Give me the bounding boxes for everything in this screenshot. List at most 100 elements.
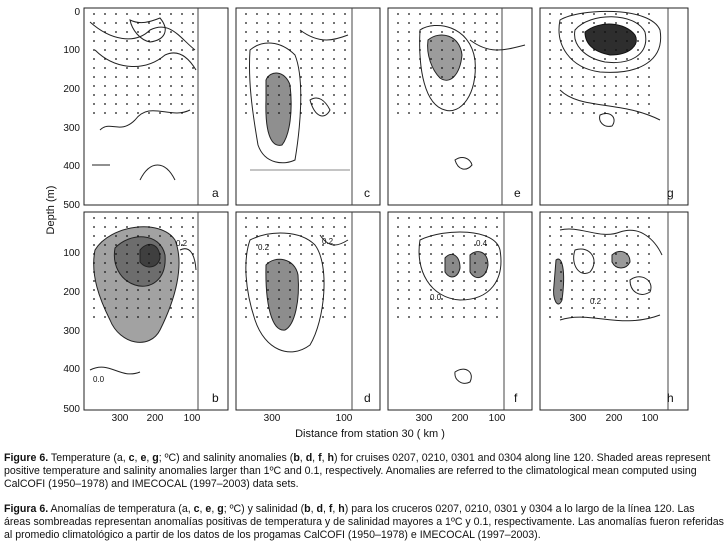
sampling-dot [256,94,258,96]
sampling-dot [170,289,172,291]
contour-value-label: 0.2 [176,239,188,248]
sampling-dot [170,103,172,105]
sampling-dot [571,40,573,42]
sampling-dot [245,271,247,273]
sampling-dot [463,112,465,114]
sampling-dot [430,31,432,33]
panel-label-d: d [364,391,371,405]
sampling-dot [648,307,650,309]
sampling-dot [137,253,139,255]
sampling-dot [397,67,399,69]
sampling-dot [582,58,584,60]
sampling-dot [148,85,150,87]
sampling-dot [615,76,617,78]
y-tick-200-top: 200 [63,84,80,95]
sampling-dot [648,76,650,78]
caption-text: , [321,452,328,464]
sampling-dot [322,112,324,114]
sampling-dot [496,103,498,105]
sampling-dot [245,262,247,264]
sampling-dot [115,22,117,24]
sampling-dot [245,253,247,255]
sampling-dot [137,271,139,273]
contour-line [139,164,176,181]
sampling-dot [604,22,606,24]
sampling-dot [560,40,562,42]
sampling-dot [148,40,150,42]
sampling-dot [148,112,150,114]
sampling-dot [322,280,324,282]
sampling-dot [560,217,562,219]
sampling-dot [170,280,172,282]
sampling-dot [593,85,595,87]
sampling-dot [256,103,258,105]
sampling-dot [126,76,128,78]
sampling-dot [485,103,487,105]
sampling-dot [137,58,139,60]
sampling-dot [115,262,117,264]
sampling-dot [474,316,476,318]
sampling-dot [311,307,313,309]
sampling-dot [496,217,498,219]
sampling-dot [170,40,172,42]
sampling-dot [419,94,421,96]
sampling-dot [463,289,465,291]
sampling-dot [278,217,280,219]
sampling-dot [192,253,194,255]
sampling-dot [474,244,476,246]
sampling-dot [648,271,650,273]
x-tick-100-b: 100 [184,413,201,424]
sampling-dot [648,49,650,51]
sampling-dot [463,307,465,309]
panel-frame [235,211,381,411]
sampling-dot [452,103,454,105]
sampling-dot [267,94,269,96]
sampling-dot [311,31,313,33]
sampling-dot [333,85,335,87]
sampling-dot [485,112,487,114]
sampling-dot [104,280,106,282]
sampling-dot [474,94,476,96]
sampling-dot [311,76,313,78]
sampling-dot [137,298,139,300]
sampling-dot [485,31,487,33]
sampling-dot [463,94,465,96]
sampling-dot [344,253,346,255]
sampling-dot [452,262,454,264]
sampling-dot [104,49,106,51]
sampling-dot [256,13,258,15]
sampling-dot [159,262,161,264]
sampling-dot [126,31,128,33]
sampling-dot [344,67,346,69]
sampling-dot [615,112,617,114]
sampling-dot [181,31,183,33]
sampling-dot [344,226,346,228]
sampling-dot [322,298,324,300]
sampling-dot [626,76,628,78]
sampling-dot [397,226,399,228]
sampling-dot [181,103,183,105]
sampling-dot [496,22,498,24]
sampling-dot [397,40,399,42]
sampling-dot [311,316,313,318]
sampling-dot [571,271,573,273]
sampling-dot [463,40,465,42]
sampling-dot [408,244,410,246]
sampling-dot [170,13,172,15]
sampling-dot [115,85,117,87]
sampling-dot [397,103,399,105]
sampling-dot [474,262,476,264]
sampling-dot [474,22,476,24]
sampling-dot [322,262,324,264]
sampling-dot [648,13,650,15]
sampling-dot [93,280,95,282]
sampling-dot [126,58,128,60]
sampling-dot [430,94,432,96]
sampling-dot [115,58,117,60]
x-axis-label: Distance from station 30 ( km ) [295,428,445,440]
sampling-dot [115,253,117,255]
sampling-dot [604,94,606,96]
sampling-dot [278,94,280,96]
sampling-dot [560,253,562,255]
sampling-dot [593,235,595,237]
